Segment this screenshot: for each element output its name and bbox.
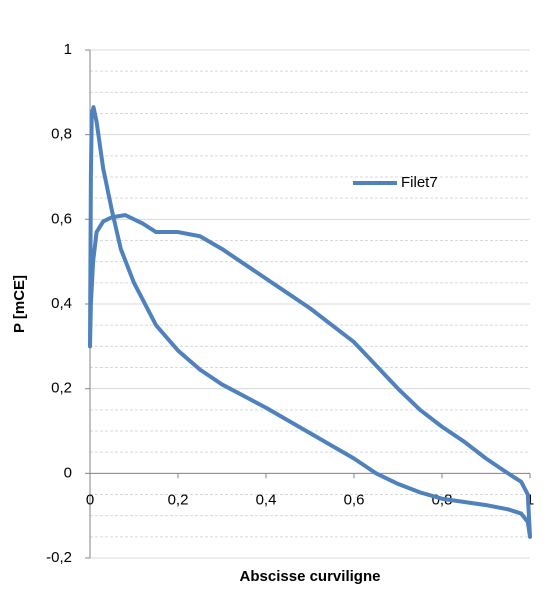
x-tick-label: 0	[86, 491, 94, 508]
y-tick-label: 1	[64, 41, 72, 58]
x-tick-label: 0,2	[168, 491, 189, 508]
y-tick-label: 0	[64, 464, 72, 481]
y-tick-label: 0,8	[51, 126, 72, 143]
y-tick-label: 0,6	[51, 210, 72, 227]
y-axis-label: P [mCE]	[11, 275, 28, 333]
x-axis-label: Abscisse curviligne	[240, 568, 381, 585]
y-tick-label: -0,2	[46, 549, 72, 566]
x-tick-label: 0,4	[256, 491, 277, 508]
data-line	[88, 105, 532, 539]
y-tick-label: 0,2	[51, 380, 72, 397]
y-tick-label: 0,4	[51, 295, 72, 312]
x-tick-label: 0,6	[344, 491, 365, 508]
legend-label: Filet7	[401, 174, 438, 191]
